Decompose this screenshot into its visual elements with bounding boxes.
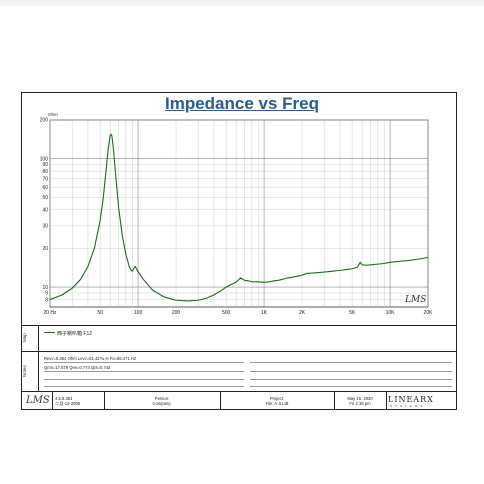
footer-divider [52,391,53,410]
y-tick-label: 40 [42,207,48,213]
notes-separator [21,351,457,352]
top-band [0,0,484,6]
footer-divider [386,391,387,410]
note-rule [44,386,244,387]
note-rule [44,371,244,372]
footer-time: Fri 2:35 pm [349,401,371,406]
chart-title: Impedance vs Freq [164,94,319,113]
lms-plot-logo: LMS [405,295,427,305]
y-tick-label: 90 [42,162,48,168]
notes-line-2: Qms=17.679 Qes=0.774 Qts=0.742 [44,365,111,370]
y-tick-label: 20 [42,246,48,252]
lms-footer-logo: LMS [26,395,50,406]
panel-label-separator [38,325,39,391]
x-tick-label: 1K [261,310,268,316]
plot-area [49,119,429,308]
panel-separator [21,325,457,326]
y-axis-unit: Ohm [48,112,58,117]
y-tick-label: 50 [42,195,48,201]
map-panel-label: Map [22,333,27,343]
y-tick-label: 9 [45,291,48,297]
footer-version-date: 二月-12-2005 [55,401,81,406]
x-tick-label: 2K [299,310,306,316]
y-tick-label: 70 [42,176,48,182]
footer-date: May 16, 2020 [347,396,373,401]
note-rule [250,371,452,372]
x-tick-label: 20 Hz [43,310,57,316]
footer-version: 4.5.8.351 [55,396,73,401]
footer-divider [104,391,105,410]
x-tick-label: 20K [424,310,434,316]
footer-company: Company: [152,401,172,406]
legend-entry: 西子喇叭箱 F12 [57,331,93,337]
note-rule [250,379,452,380]
linearx-logo: LINEARX [388,395,434,404]
note-rule [250,386,452,387]
footer-divider [334,391,335,410]
legend-line-swatch [44,332,55,333]
x-tick-label: 500 [222,310,231,316]
y-tick-label: 80 [42,169,48,175]
footer-person: Person: [154,396,170,401]
y-tick-label: 30 [42,224,48,230]
y-tick-label: 60 [42,185,48,191]
y-tick-label: 8 [45,297,48,303]
note-rule [44,362,244,363]
x-tick-label: 200 [172,310,181,316]
impedance-series-line [49,133,429,302]
note-rule [44,379,244,380]
notes-panel-label: Notes [22,365,27,377]
x-tick-label: 5K [349,310,356,316]
x-tick-label: 10K [386,310,396,316]
footer-project: Project: [269,396,285,401]
note-rule [250,362,452,363]
footer-divider [220,391,221,410]
footer-separator [21,391,457,392]
footer-file: File: A-3.LIB [265,401,289,406]
x-tick-label: 50 [97,310,103,316]
linearx-logo-subtitle: SYSTEMS [390,404,426,408]
y-tick-label: 100 [40,156,49,162]
notes-line-1: Revc=5.354 Ohm Levc=51.42?u H Fo=59.471 … [44,356,137,361]
y-tick-label: 10 [42,285,48,291]
y-tick-label: 200 [40,118,49,124]
x-tick-label: 100 [134,310,143,316]
